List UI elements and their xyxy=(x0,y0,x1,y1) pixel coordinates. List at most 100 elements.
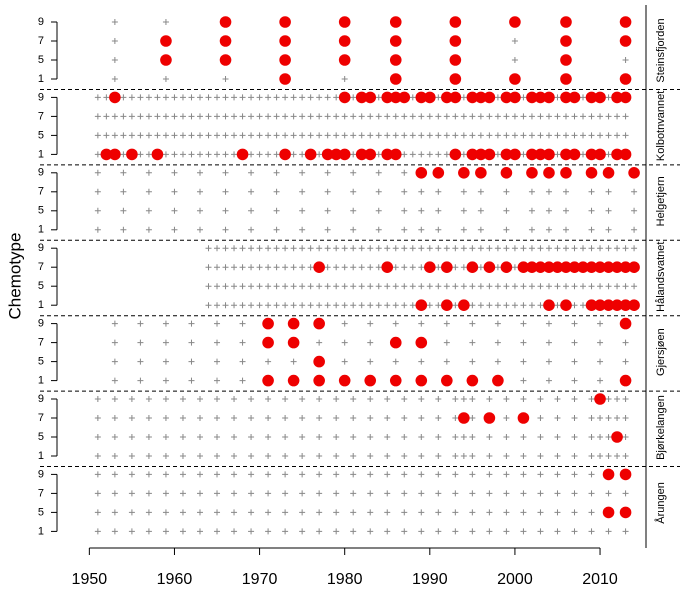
sample-cross xyxy=(222,302,229,309)
sample-cross xyxy=(494,245,501,252)
sample-cross xyxy=(299,264,306,271)
sample-cross xyxy=(520,151,527,158)
sample-cross xyxy=(384,509,391,516)
sample-cross xyxy=(537,509,544,516)
sample-cross xyxy=(94,528,101,535)
sample-cross xyxy=(418,490,425,497)
chemotype-dot xyxy=(509,91,521,104)
sample-cross xyxy=(222,226,229,233)
sample-cross xyxy=(384,245,391,252)
sample-cross xyxy=(316,434,323,440)
chemotype-dot xyxy=(483,148,496,161)
sample-cross xyxy=(452,264,459,271)
sample-cross xyxy=(375,283,382,290)
sample-cross xyxy=(571,396,578,402)
sample-cross xyxy=(299,302,306,309)
sample-cross xyxy=(265,113,272,120)
chemotype-dot xyxy=(449,35,462,47)
sample-cross xyxy=(171,169,178,176)
sample-cross xyxy=(537,283,544,290)
sample-cross xyxy=(231,509,238,516)
sample-cross xyxy=(469,415,476,421)
sample-cross xyxy=(367,490,374,497)
chemotype-dot xyxy=(602,468,615,481)
sample-cross xyxy=(605,396,612,402)
sample-cross xyxy=(580,132,587,139)
sample-cross xyxy=(443,151,450,158)
sample-cross xyxy=(265,528,272,535)
chemotype-dot xyxy=(526,148,538,161)
sample-cross xyxy=(631,207,638,214)
sample-cross xyxy=(299,226,306,233)
sample-cross xyxy=(179,471,186,478)
sample-cross xyxy=(443,358,450,365)
sample-cross xyxy=(452,113,459,120)
chemotype-dot xyxy=(458,299,470,312)
sample-cross xyxy=(503,207,510,214)
sample-cross xyxy=(333,471,340,478)
sample-cross xyxy=(401,264,408,271)
sample-cross xyxy=(316,528,323,535)
sample-cross xyxy=(162,151,169,158)
panel-label: Helgetjern xyxy=(655,176,667,226)
chemotype-dot xyxy=(338,16,351,28)
sample-cross xyxy=(554,283,561,290)
sample-cross xyxy=(554,132,561,139)
sample-cross xyxy=(299,94,306,101)
sample-cross xyxy=(622,57,629,63)
sample-cross xyxy=(171,132,178,139)
sample-cross xyxy=(384,132,391,139)
y-tick-label: 1 xyxy=(38,148,44,160)
sample-cross xyxy=(367,415,374,421)
sample-cross xyxy=(367,434,374,440)
sample-cross xyxy=(426,113,433,120)
chemotype-dot xyxy=(279,54,291,66)
sample-cross xyxy=(367,528,374,535)
sample-cross xyxy=(239,302,246,309)
sample-cross xyxy=(316,151,323,158)
sample-cross xyxy=(520,132,527,139)
y-tick-label: 7 xyxy=(38,110,44,122)
sample-cross xyxy=(597,415,604,421)
y-tick-label: 9 xyxy=(38,468,44,480)
chemotype-dot xyxy=(160,35,172,47)
sample-cross xyxy=(494,339,501,346)
sample-cross xyxy=(316,94,323,101)
sample-cross xyxy=(469,339,476,346)
sample-cross xyxy=(460,132,467,139)
sample-cross xyxy=(409,151,416,158)
sample-cross xyxy=(477,283,484,290)
sample-cross xyxy=(231,245,238,252)
sample-cross xyxy=(426,245,433,252)
sample-cross xyxy=(469,283,476,290)
sample-cross xyxy=(588,226,595,233)
sample-cross xyxy=(282,490,289,497)
sample-cross xyxy=(162,76,169,82)
sample-cross xyxy=(171,113,178,120)
sample-cross xyxy=(460,245,467,252)
sample-cross xyxy=(265,132,272,139)
sample-cross xyxy=(520,377,527,384)
sample-cross xyxy=(188,320,195,327)
chemotype-dot xyxy=(262,336,274,349)
sample-cross xyxy=(128,434,135,440)
chemotype-dot xyxy=(313,317,325,330)
sample-cross xyxy=(162,396,169,402)
sample-cross xyxy=(248,471,255,478)
sample-cross xyxy=(205,132,212,139)
sample-cross xyxy=(562,245,569,252)
chemotype-dot xyxy=(560,148,572,161)
sample-cross xyxy=(350,245,357,252)
sample-cross xyxy=(537,453,544,459)
sample-cross xyxy=(358,132,365,139)
chemotype-dot xyxy=(594,393,606,405)
sample-cross xyxy=(460,151,467,158)
sample-cross xyxy=(469,132,476,139)
chemotype-dot xyxy=(509,148,521,161)
sample-cross xyxy=(231,302,238,309)
chemotype-dot xyxy=(449,91,462,104)
sample-cross xyxy=(273,94,280,101)
chemotype-dot xyxy=(279,148,291,161)
sample-cross xyxy=(562,207,569,214)
